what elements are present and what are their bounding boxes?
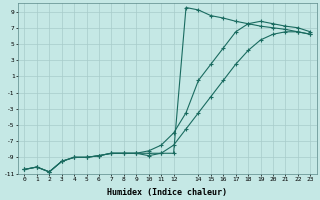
X-axis label: Humidex (Indice chaleur): Humidex (Indice chaleur)	[108, 188, 228, 197]
